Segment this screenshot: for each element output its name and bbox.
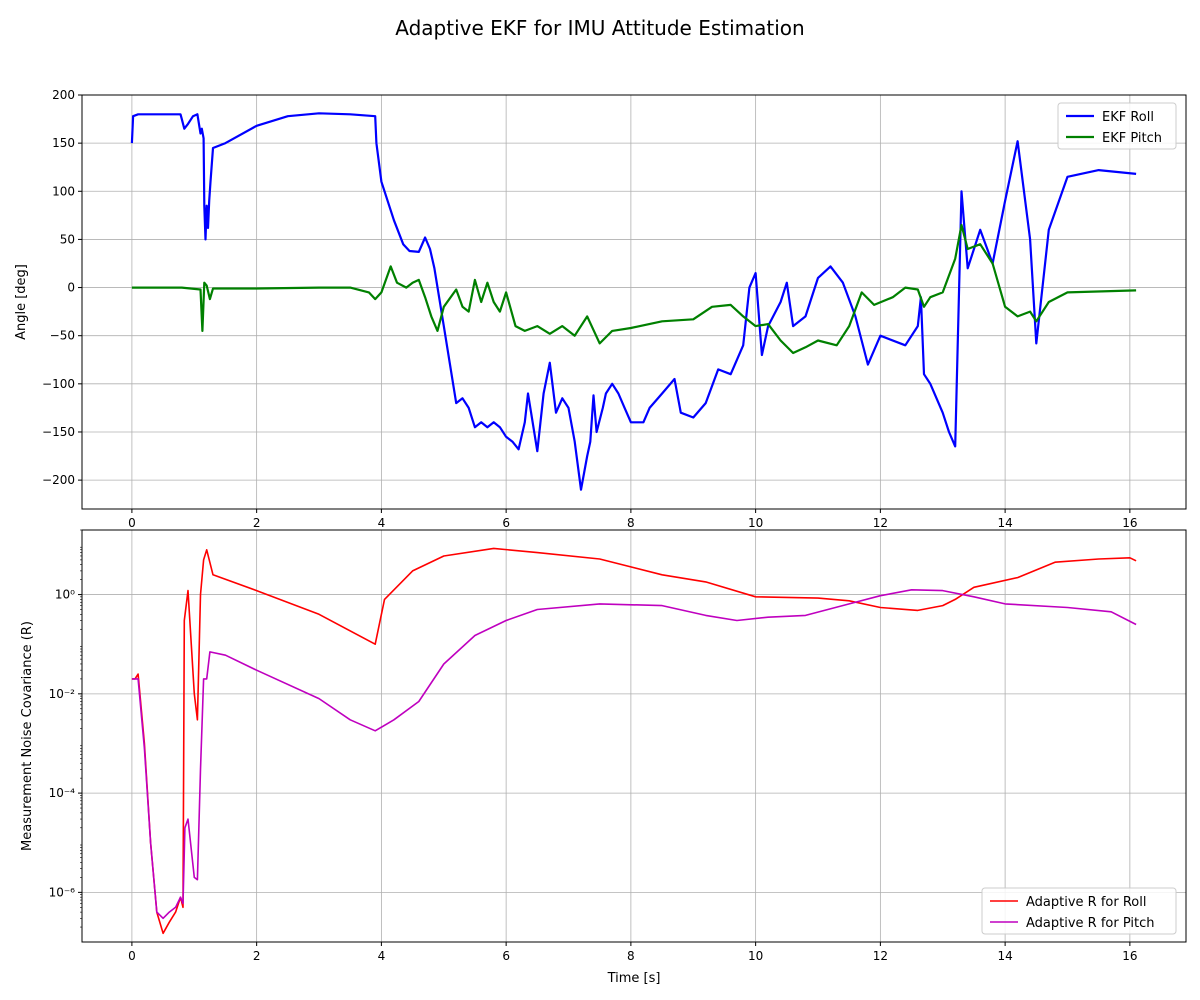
angle-chart-ticks: 0 2 4 6 8 10 12 14 16 −200 −150 −100 −50 0 50 100 150 200 [42,88,1137,530]
series-line-1 [131,589,1137,920]
legend-label-1: EKF Pitch [1102,131,1162,146]
y-tick-label: 10⁻² [49,687,76,701]
y-tick-label: 10⁰ [55,588,75,602]
covariance-chart-legend: Adaptive R for Roll Adaptive R for Pitch [981,887,1177,935]
legend-box [981,887,1177,935]
x-tick-label: 2 [253,516,261,530]
series-line-1 [131,223,1137,355]
covariance-chart-frame [81,529,1187,943]
figure-title: Adaptive EKF for IMU Attitude Estimation [395,16,804,40]
x-tick-label: 0 [128,516,136,530]
x-tick-label: 16 [1122,949,1137,963]
covariance-chart-lines [131,547,1137,935]
series-line-0 [130,112,1137,491]
x-tick-label: 8 [627,516,635,530]
covariance-chart-xlabel: Time [s] [607,971,661,986]
y-tick-label: 100 [52,184,75,198]
y-tick-label: 150 [52,136,75,150]
x-tick-label: 0 [128,949,136,963]
y-tick-label: −200 [42,473,75,487]
x-tick-label: 10 [748,516,763,530]
covariance-chart: 0 2 4 6 8 10 12 14 16 10⁻⁶ 10⁻⁴ 10⁻² 10⁰ Measurement… [20,529,1187,986]
angle-chart-legend: EKF Roll EKF Pitch [1057,102,1177,150]
legend-label-0: Adaptive R for Roll [1026,895,1146,910]
y-tick-label: 50 [60,232,75,246]
y-tick-label: 10⁻⁶ [49,885,76,899]
y-tick-label: −150 [42,425,75,439]
y-tick-label: 200 [52,88,75,102]
x-tick-label: 12 [873,949,888,963]
x-tick-label: 12 [873,516,888,530]
angle-chart-frame [81,94,1187,510]
x-tick-label: 6 [502,949,510,963]
y-tick-label: −50 [50,329,75,343]
angle-chart: 0 2 4 6 8 10 12 14 16 −200 −150 −100 −50 0 50 100 150 200… [14,88,1187,530]
x-tick-label: 8 [627,949,635,963]
legend-label-1: Adaptive R for Pitch [1026,916,1155,931]
x-tick-label: 14 [997,949,1012,963]
x-tick-label: 2 [253,949,261,963]
x-tick-label: 16 [1122,516,1137,530]
y-tick-label: 0 [67,281,75,295]
x-tick-label: 14 [997,516,1012,530]
covariance-chart-ylabel: Measurement Noise Covariance (R) [20,621,35,851]
y-tick-label: 10⁻⁴ [49,786,76,800]
series-line-0 [131,547,1137,935]
x-tick-label: 4 [378,516,386,530]
angle-chart-lines [130,112,1137,491]
x-tick-label: 6 [502,516,510,530]
x-tick-label: 10 [748,949,763,963]
angle-chart-ylabel: Angle [deg] [14,264,29,340]
covariance-chart-ticks: 0 2 4 6 8 10 12 14 16 10⁻⁶ 10⁻⁴ 10⁻² 10⁰ [49,529,1138,963]
x-tick-label: 4 [378,949,386,963]
legend-label-0: EKF Roll [1102,110,1154,125]
y-tick-label: −100 [42,377,75,391]
